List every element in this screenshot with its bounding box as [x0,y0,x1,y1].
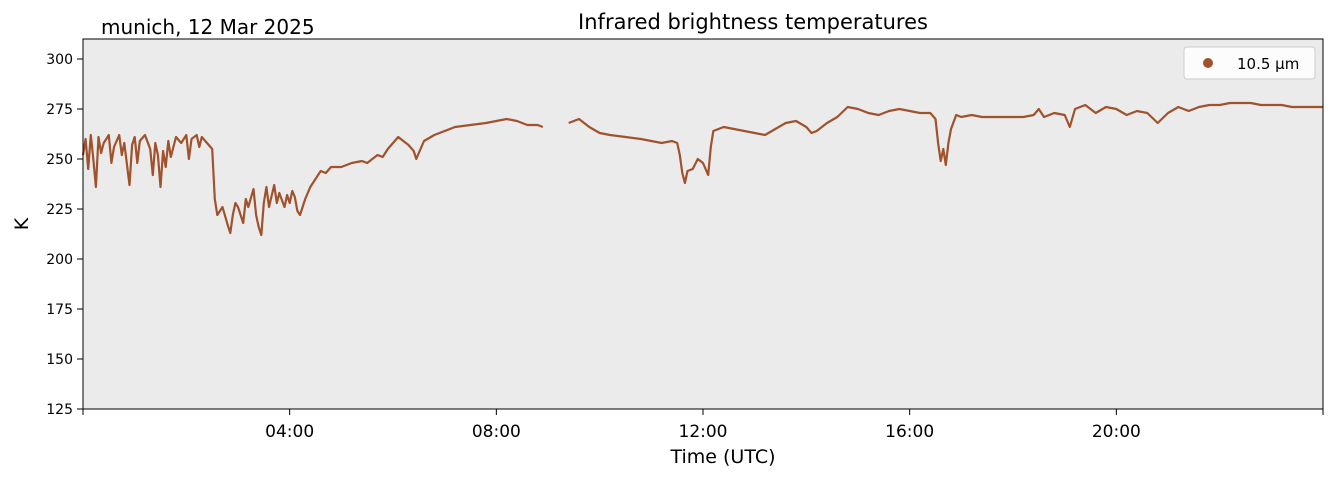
y-tick-label: 250 [46,152,73,168]
y-tick-label: 225 [46,202,73,218]
y-axis-label: K [11,217,33,230]
legend-box [1183,46,1316,80]
chart-title: Infrared brightness temperatures [578,10,928,34]
plot-area [81,38,1324,410]
legend: 10.5 µm [1183,46,1316,80]
y-tick-label: 150 [46,352,73,368]
y-tick-label: 300 [46,52,73,68]
y-tick-label: 200 [46,252,73,268]
chart-subtitle: munich, 12 Mar 2025 [101,15,315,39]
x-axis-label: Time (UTC) [669,446,775,468]
y-tick-label: 175 [46,302,73,318]
x-tick-label: 16:00 [885,422,934,442]
x-tick-label: 04:00 [265,422,314,442]
x-axis: 04:00 08:00 12:00 16:00 20:00 [82,409,1324,442]
plot-background [83,39,1323,409]
legend-label: 10.5 µm [1237,55,1299,73]
y-tick-label: 125 [46,402,73,418]
y-axis: 125 150 175 200 225 250 275 300 [46,52,83,418]
x-tick-label: 08:00 [472,422,521,442]
series-layer [81,101,1323,237]
legend-marker [1203,58,1213,68]
series-line-segment [568,101,1323,185]
x-tick-label: 12:00 [679,422,728,442]
x-tick-label: 20:00 [1092,422,1141,442]
series-line-segment [81,117,544,237]
y-tick-label: 275 [46,102,73,118]
